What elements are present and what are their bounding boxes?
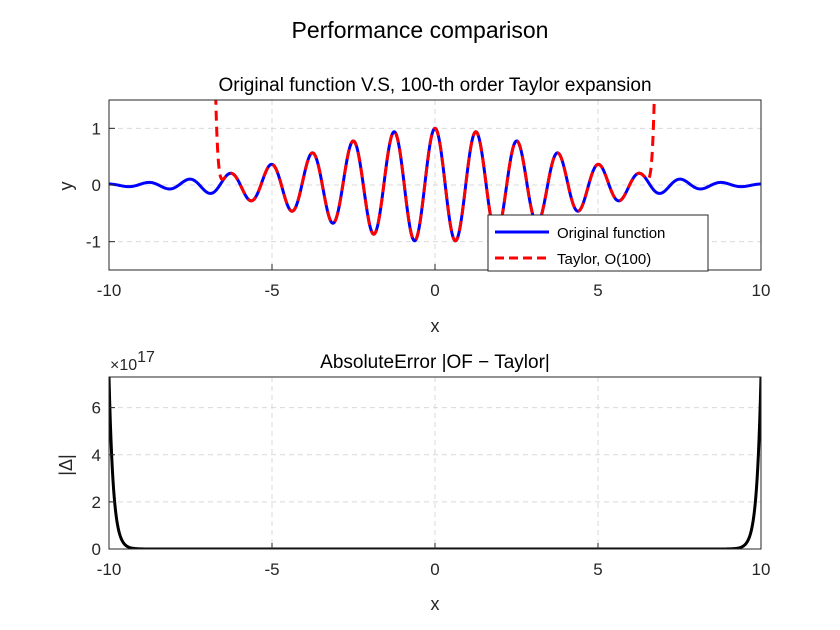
xtick-label: 5: [593, 560, 602, 579]
ytick-label: 2: [92, 493, 101, 512]
bottom-y-exponent-power: 17: [137, 349, 155, 366]
xtick-label: 5: [593, 281, 602, 300]
legend-box: [487, 214, 709, 272]
bottom-xlabel: x: [431, 594, 440, 614]
series-taylor: [214, 100, 656, 243]
top-yticks: -1 0 1: [86, 119, 115, 252]
top-ylabel: y: [56, 182, 76, 191]
xtick-label: 0: [430, 560, 439, 579]
legend-label-taylor: Taylor, O(100): [557, 251, 651, 268]
ytick-label: 0: [92, 176, 101, 195]
top-axes: Original function V.S, 100-th order Tayl…: [56, 75, 771, 336]
ytick-label: 6: [92, 399, 101, 418]
bottom-ylabel: |Δ|: [56, 454, 76, 475]
xtick-label: -10: [97, 560, 122, 579]
bottom-y-exponent: ×1017: [110, 349, 155, 374]
legend-label-original: Original function: [557, 225, 665, 242]
xtick-label: 10: [752, 281, 771, 300]
bottom-title: AbsoluteError |OF − Taylor|: [320, 352, 550, 373]
top-xlabel: x: [431, 316, 440, 336]
bottom-yticks: 0 2 4 6: [92, 399, 115, 559]
top-plot-area: [109, 100, 761, 243]
legend: Original function Taylor, O(100): [487, 214, 709, 272]
ytick-label: 4: [92, 446, 101, 465]
top-title: Original function V.S, 100-th order Tayl…: [218, 75, 651, 96]
ytick-label: 0: [92, 540, 101, 559]
ytick-label: 1: [92, 119, 101, 138]
bottom-axes: AbsoluteError |OF − Taylor| ×1017 -10 -5 0…: [56, 349, 770, 614]
xtick-label: -10: [97, 281, 122, 300]
xtick-label: 10: [752, 560, 771, 579]
top-xticks: -10 -5 0 5 10: [97, 264, 771, 300]
xtick-label: 0: [430, 281, 439, 300]
ytick-label: -1: [86, 233, 101, 252]
xtick-label: -5: [264, 281, 279, 300]
bottom-xticks: -10 -5 0 5 10: [97, 543, 771, 579]
xtick-label: -5: [264, 560, 279, 579]
figure-suptitle: Performance comparison: [292, 17, 549, 43]
